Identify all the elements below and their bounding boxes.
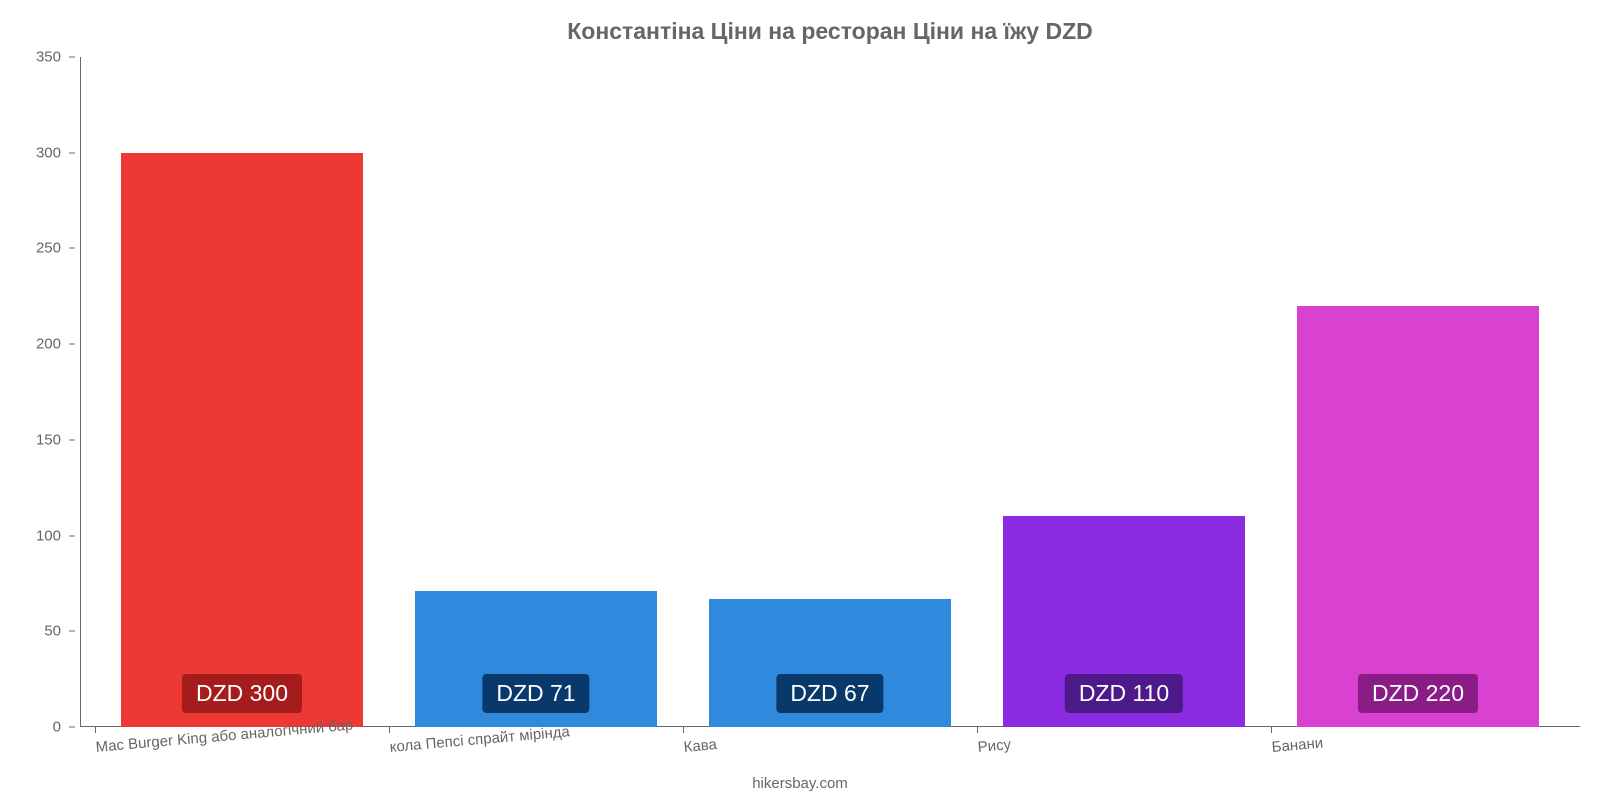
bar: DZD 110	[1003, 516, 1244, 727]
y-tick-mark	[69, 57, 75, 58]
x-category-label: кола Пепсі спрайт мірінда	[389, 723, 570, 756]
y-tick-mark	[69, 248, 75, 249]
bars-area: DZD 300 DZD 71 DZD 67 DZD 110 DZD 220	[80, 57, 1580, 727]
x-tick-mark	[683, 727, 684, 733]
bar-value-badge: DZD 71	[482, 674, 589, 713]
y-tick: 200	[20, 336, 75, 353]
x-tick-mark	[95, 727, 96, 733]
x-tick-mark	[1271, 727, 1272, 733]
bar: DZD 220	[1297, 306, 1538, 727]
y-tick: 100	[20, 527, 75, 544]
y-tick-label: 300	[36, 144, 69, 161]
y-tick-label: 100	[36, 527, 69, 544]
bar-slot: DZD 71	[389, 57, 683, 727]
y-tick-label: 150	[36, 431, 69, 448]
bar: DZD 67	[709, 599, 950, 727]
bar-slot: DZD 220	[1271, 57, 1565, 727]
y-tick-label: 50	[44, 623, 69, 640]
x-category-label: Кава	[683, 736, 718, 756]
y-tick: 300	[20, 144, 75, 161]
y-tick-mark	[69, 631, 75, 632]
bar-value-badge: DZD 220	[1358, 674, 1478, 713]
bar: DZD 71	[415, 591, 656, 727]
y-tick: 250	[20, 240, 75, 257]
y-tick-label: 0	[53, 719, 69, 736]
y-tick-mark	[69, 535, 75, 536]
x-category-label: Рису	[977, 736, 1012, 756]
x-category-label: Банани	[1271, 735, 1324, 756]
y-tick-label: 200	[36, 336, 69, 353]
bar: DZD 300	[121, 153, 362, 727]
chart-title: Константіна Ціни на ресторан Ціни на їжу…	[80, 10, 1580, 57]
attribution: hikersbay.com	[0, 775, 1600, 792]
bar-slot: DZD 110	[977, 57, 1271, 727]
y-tick: 150	[20, 431, 75, 448]
x-tick-mark	[389, 727, 390, 733]
y-tick-label: 350	[36, 49, 69, 66]
bar-slot: DZD 300	[95, 57, 389, 727]
y-tick-label: 250	[36, 240, 69, 257]
x-tick-mark	[977, 727, 978, 733]
bar-value-badge: DZD 67	[776, 674, 883, 713]
y-tick-mark	[69, 344, 75, 345]
y-tick-mark	[69, 152, 75, 153]
y-tick-mark	[69, 727, 75, 728]
bar-value-badge: DZD 110	[1065, 674, 1183, 713]
y-tick: 0	[20, 719, 75, 736]
y-tick: 50	[20, 623, 75, 640]
plot-area: 050100150200250300350 DZD 300DZD 71DZD 6…	[80, 57, 1580, 727]
bar-slot: DZD 67	[683, 57, 977, 727]
y-axis: 050100150200250300350	[20, 57, 75, 727]
bar-value-badge: DZD 300	[182, 674, 302, 713]
chart-container: Константіна Ціни на ресторан Ціни на їжу…	[0, 0, 1600, 800]
y-tick: 350	[20, 49, 75, 66]
y-tick-mark	[69, 439, 75, 440]
